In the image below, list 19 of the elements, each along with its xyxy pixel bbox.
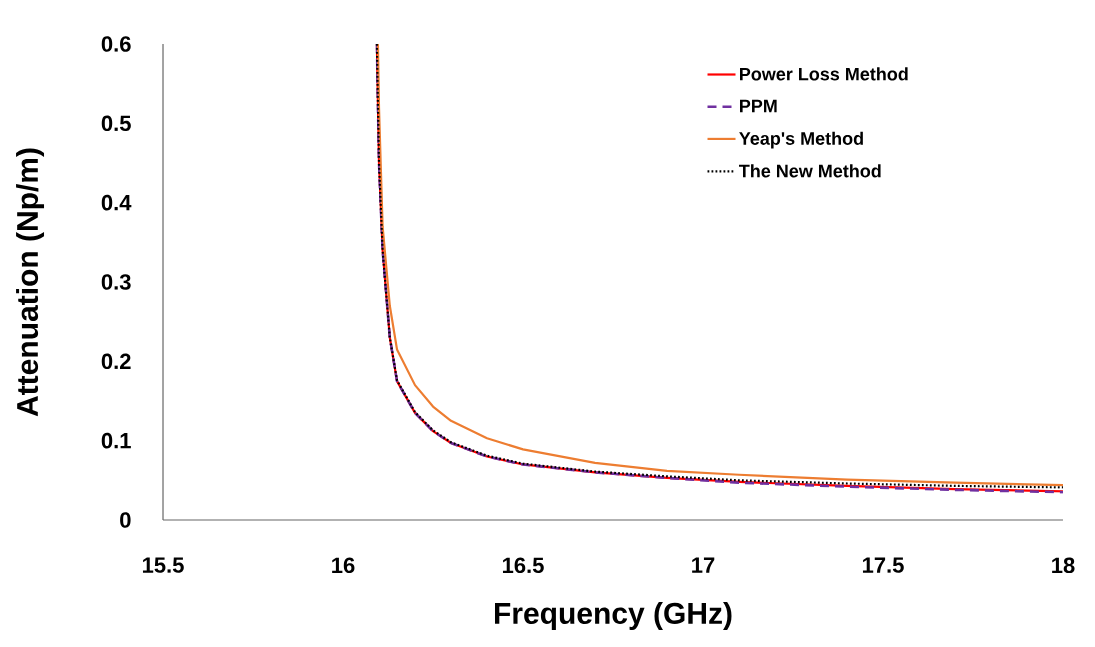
- legend-label: PPM: [740, 99, 777, 113]
- x-tick-label: 17.5: [862, 557, 904, 573]
- y-tick-label: 0: [120, 512, 131, 528]
- legend-label: Power Loss Method: [740, 67, 908, 81]
- y-axis-title: Attenuation (Np/m): [16, 148, 45, 417]
- x-tick-label: 16: [332, 557, 355, 574]
- legend-label: The New Method: [739, 164, 881, 178]
- x-tick-label: 17: [692, 557, 715, 573]
- y-tick-label: 0.1: [101, 432, 131, 449]
- y-tick-label: 0.6: [101, 36, 131, 52]
- legend-label: Yeap's Method: [739, 131, 863, 149]
- x-tick-label: 16.5: [502, 557, 544, 574]
- x-axis-title: Frequency (GHz): [495, 601, 732, 630]
- y-tick-label: 0.5: [101, 115, 131, 132]
- y-tick-label: 0.2: [101, 353, 131, 370]
- y-tick-label: 0.3: [101, 274, 131, 290]
- y-tick-label: 0.4: [101, 194, 132, 211]
- x-tick-label: 18: [1052, 557, 1075, 574]
- x-tick-label: 15.5: [142, 557, 184, 573]
